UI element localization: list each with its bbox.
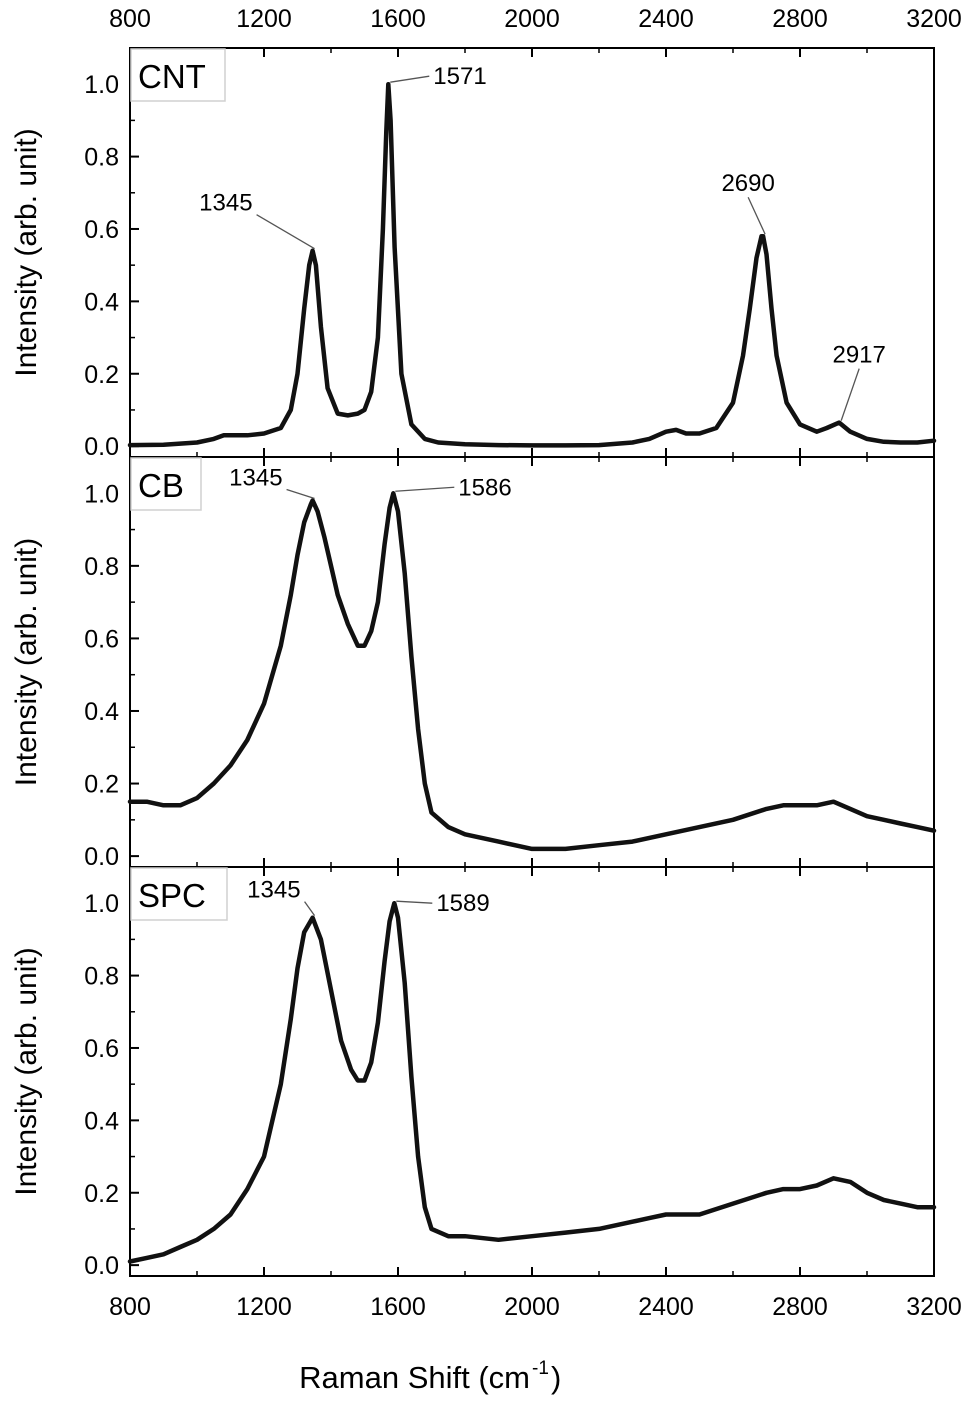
peak-annotation-2690: 2690: [721, 170, 774, 197]
y-tick-label: 0.0: [84, 433, 119, 461]
y-tick-label: 0.8: [84, 963, 119, 991]
y-tick-label: 0.6: [84, 625, 119, 653]
y-tick-label: 0.2: [84, 361, 119, 389]
panel-label: CNT: [138, 58, 206, 95]
y-tick-label: 0.6: [84, 216, 119, 244]
x-axis-label-close: ): [551, 1360, 561, 1395]
peak-annotation-1589: 1589: [436, 890, 489, 917]
y-tick-label: 0.2: [84, 771, 119, 799]
annotation-leader: [256, 214, 315, 250]
panel-cb: 0.0 0.2 0.4 0.6 0.8 1.0 Intensity (arb. unit) C…: [10, 456, 937, 871]
panel-label: CB: [138, 467, 184, 504]
peak-annotation-2917: 2917: [832, 342, 885, 369]
series-line-cb: [127, 491, 937, 852]
y-axis-label: Intensity (arb. unit): [10, 128, 43, 376]
y-tick-label: 0.4: [84, 288, 119, 316]
panel-label-box: [130, 867, 228, 921]
series-line-spc: [127, 900, 937, 1264]
plot-frame: [129, 866, 935, 1277]
y-tick-label: 0.4: [84, 698, 119, 726]
y-tick-label: 0.8: [84, 144, 119, 172]
bottom-x-tick-label: 2400: [638, 1293, 694, 1321]
y-tick-label: 1.0: [84, 480, 119, 508]
panel-label-box: [130, 457, 202, 511]
top-x-tick-label: 2400: [638, 5, 694, 33]
peak-annotation-1345: 1345: [229, 465, 282, 492]
panels-group: 0.0 0.2 0.4 0.6 0.8 1.0 Intensity (arb. unit) C…: [10, 47, 937, 1280]
top-x-tick-label: 1200: [236, 5, 292, 33]
x-axis-label-superscript: -1: [532, 1358, 549, 1379]
top-x-tick-label: 3200: [906, 5, 962, 33]
bottom-x-tick-label: 2000: [504, 1293, 560, 1321]
top-x-tick-labels: 800 1200 1600 2000 2400 2800 3200: [109, 5, 962, 33]
top-x-tick-label: 1600: [370, 5, 426, 33]
annotation-leader: [390, 75, 430, 83]
y-tick-label: 0.0: [84, 843, 119, 871]
plot-frame: [129, 47, 935, 458]
bottom-x-tick-label: 800: [109, 1293, 151, 1321]
peak-annotation-1345: 1345: [199, 190, 252, 217]
x-axis-label: Raman Shift (cm: [299, 1360, 530, 1395]
y-tick-label: 0.2: [84, 1180, 119, 1208]
y-tick-label: 1.0: [84, 890, 119, 918]
y-tick-label: 0.6: [84, 1035, 119, 1063]
panel-cnt: 0.0 0.2 0.4 0.6 0.8 1.0 Intensity (arb. unit) C…: [10, 47, 937, 461]
peak-annotation-1586: 1586: [458, 474, 511, 501]
annotation-leader: [395, 486, 455, 492]
bottom-x-tick-labels: 800 1200 1600 2000 2400 2800 3200: [109, 1293, 962, 1321]
bottom-x-tick-label: 1200: [236, 1293, 292, 1321]
annotation-leader: [396, 900, 433, 904]
top-x-tick-label: 2000: [504, 5, 560, 33]
annotation-leader: [304, 901, 316, 917]
y-tick-label: 0.8: [84, 553, 119, 581]
bottom-x-tick-label: 3200: [906, 1293, 962, 1321]
annotation-leader: [747, 196, 766, 235]
peak-annotation-1571: 1571: [433, 63, 486, 90]
y-tick-label: 0.0: [84, 1252, 119, 1280]
top-x-tick-label: 2800: [772, 5, 828, 33]
y-axis-label: Intensity (arb. unit): [10, 947, 43, 1195]
y-tick-label: 1.0: [84, 71, 119, 99]
peak-annotation-1345: 1345: [247, 877, 300, 904]
panel-label: SPC: [138, 877, 206, 914]
panel-spc: 0.0 0.2 0.4 0.6 0.8 1.0 Intensity (arb. unit) S…: [10, 866, 937, 1280]
series-line-cnt: [127, 81, 937, 448]
panel-label-box: [130, 48, 226, 102]
annotation-leader: [840, 368, 860, 421]
bottom-x-tick-label: 2800: [772, 1293, 828, 1321]
y-axis-label: Intensity (arb. unit): [10, 538, 43, 786]
bottom-x-tick-label: 1600: [370, 1293, 426, 1321]
annotation-leader: [286, 488, 315, 500]
top-x-tick-label: 800: [109, 5, 151, 33]
y-tick-label: 0.4: [84, 1107, 119, 1135]
